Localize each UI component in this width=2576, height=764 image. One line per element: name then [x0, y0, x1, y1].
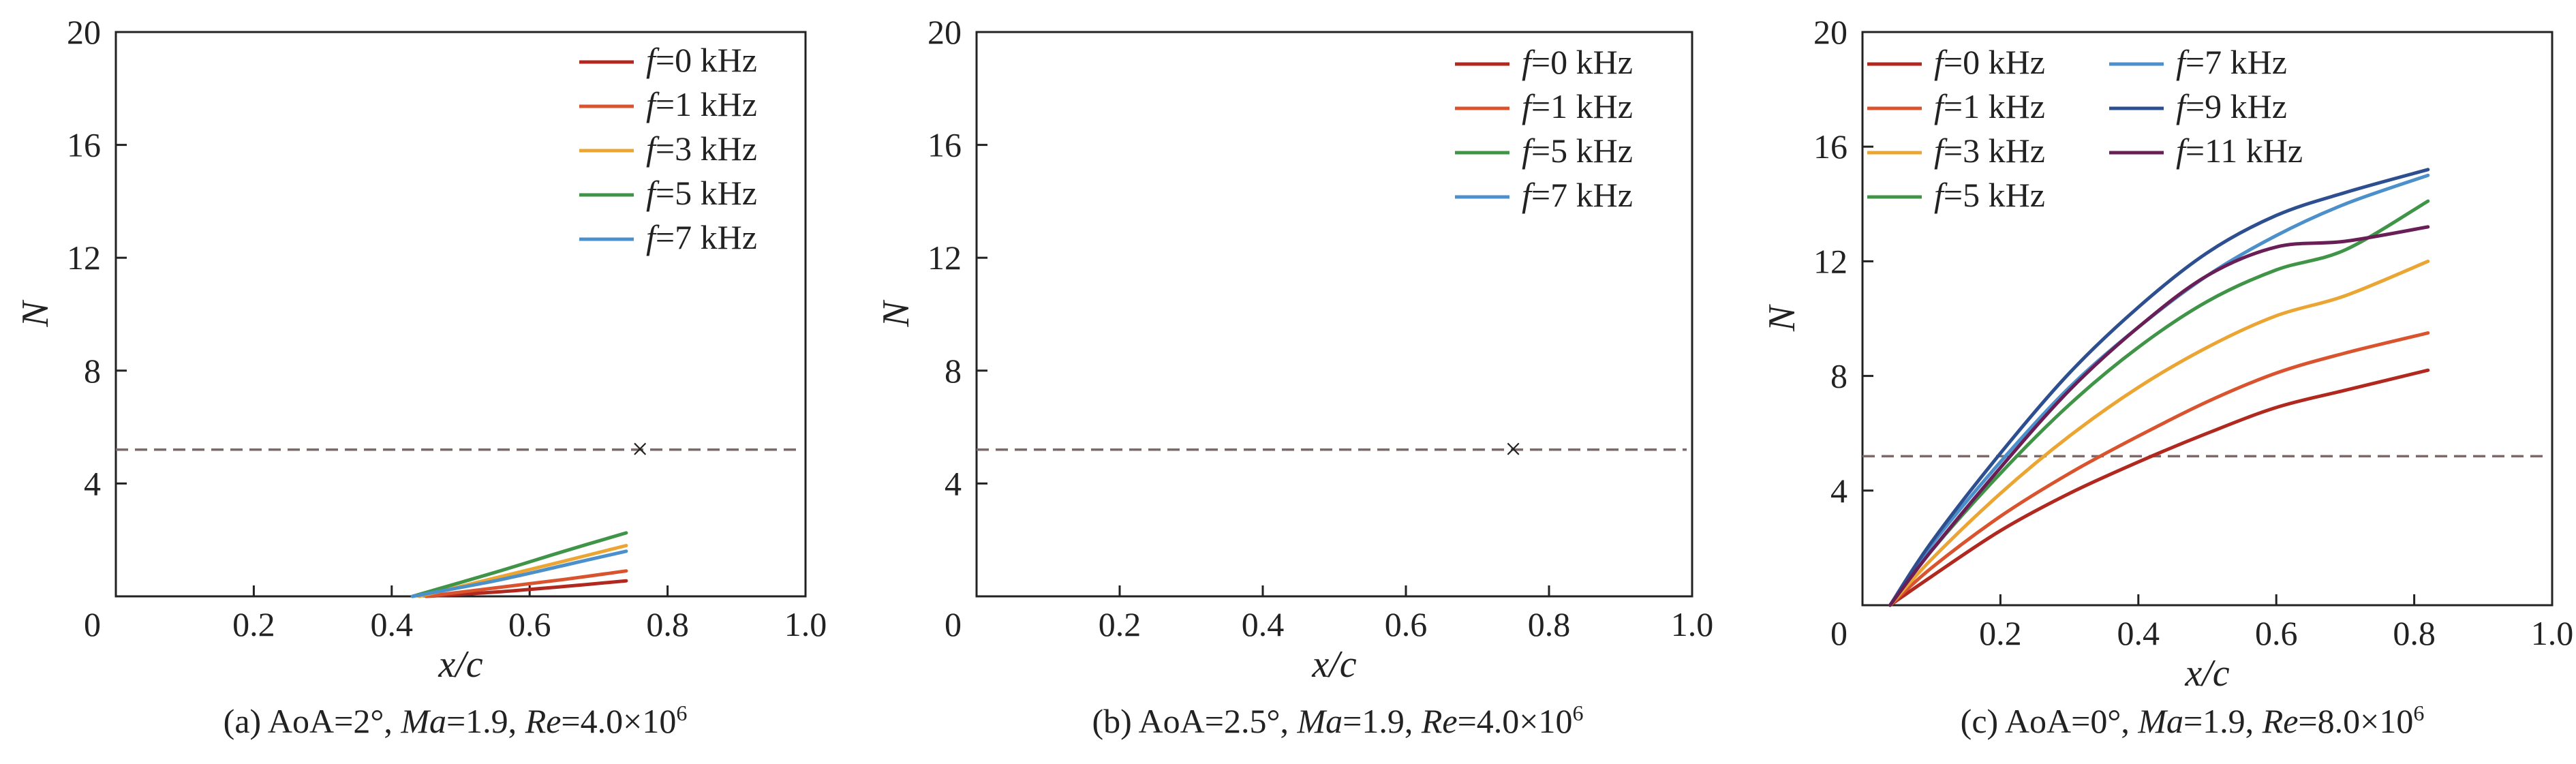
chart-panel-2: 0.2 0.4 0.6 0.8 1.0 4 8 12 16 20 0 x/c Nf=0 kHz f=1 k…	[1761, 13, 2573, 740]
x-tick-label: 0.8	[646, 605, 689, 643]
origin-label: 0	[945, 605, 962, 643]
legend-label: f=1 kHz	[1934, 87, 2045, 125]
x-tick-label: 0.4	[2117, 614, 2160, 652]
legend-label: f=1 kHz	[646, 85, 757, 123]
legend-label: f=5 kHz	[1934, 176, 2045, 214]
x-tick-label: 0.8	[1528, 605, 1571, 643]
x-tick-label: 0.2	[232, 605, 275, 643]
x-tick-label: 1.0	[1671, 605, 1714, 643]
x-tick-label: 1.0	[2531, 614, 2574, 652]
legend-label: f=0 kHz	[1934, 43, 2045, 81]
series-line-f-0-khz	[424, 579, 628, 598]
y-tick-label: 20	[927, 13, 962, 51]
y-tick-label: 8	[84, 352, 101, 390]
legend-label: f=1 kHz	[1522, 87, 1633, 125]
legend-label: f=5 kHz	[1522, 132, 1633, 170]
x-tick-label: 0.2	[1099, 605, 1141, 643]
plot-frame	[1861, 31, 2554, 607]
y-tick-label: 20	[67, 13, 101, 51]
series-line-f-9-khz	[1888, 168, 2430, 607]
x-tick-label: 0.4	[371, 605, 414, 643]
x-tick-label: 0.6	[508, 605, 551, 643]
origin-label: 0	[1830, 614, 1847, 652]
legend: f=0 kHz f=1 kHz f=3 kHz f=5 kHz f=7 kHz	[579, 41, 757, 256]
x-axis-label: x/c	[438, 643, 482, 686]
y-tick-label: 8	[945, 352, 962, 390]
legend-label: f=7 kHz	[2176, 43, 2287, 81]
y-tick-label: 4	[945, 464, 962, 502]
panel-caption: (a) AoA=2°, Ma=1.9, Re=4.0×106	[224, 701, 688, 740]
x-axis-label: x/c	[1311, 643, 1356, 686]
y-tick-label: 8	[1830, 357, 1847, 395]
plot-frame	[975, 31, 1693, 598]
chart-panel-0: 0.2 0.4 0.6 0.8 1.0 4 8 12 16 20 0 x/c N × f=0 kHz f=1 …	[14, 13, 827, 740]
x-tick-label: 0.6	[1385, 605, 1428, 643]
y-tick-label: 4	[1830, 472, 1847, 510]
legend: f=0 kHz f=1 kHz f=3 kHz f=5 kHz f=7 kHz f=9 k…	[1867, 43, 2303, 214]
series-line-f-11-khz	[1888, 225, 2430, 607]
x-tick-label: 0.2	[1979, 614, 2022, 652]
series-line-f-5-khz	[1888, 199, 2430, 607]
y-tick-label: 20	[1813, 13, 1847, 51]
series-line-f-3-khz	[1888, 259, 2430, 607]
series-line-f-1-khz	[1888, 331, 2430, 607]
x-axis-label: x/c	[2184, 652, 2229, 694]
legend-label: f=5 kHz	[646, 174, 757, 212]
transition-marker: ×	[632, 433, 649, 466]
legend-label: f=7 kHz	[1522, 176, 1633, 214]
series-line-f-5-khz	[410, 531, 628, 598]
plot-frame	[114, 31, 807, 598]
y-tick-label: 12	[1813, 242, 1847, 280]
y-tick-label: 12	[927, 239, 962, 277]
x-tick-label: 0.4	[1242, 605, 1285, 643]
y-tick-label: 16	[1813, 127, 1847, 166]
y-tick-label: 16	[927, 126, 962, 164]
y-tick-label: 16	[67, 126, 101, 164]
legend-label: f=11 kHz	[2176, 132, 2303, 170]
y-axis-label: N	[1761, 304, 1803, 332]
legend-label: f=9 kHz	[2176, 87, 2287, 125]
legend-label: f=3 kHz	[646, 129, 757, 168]
series-line-f-7-khz	[410, 549, 628, 598]
y-tick-label: 4	[84, 464, 101, 502]
panel-caption: (b) AoA=2.5°, Ma=1.9, Re=4.0×106	[1092, 701, 1584, 740]
legend: f=0 kHz f=1 kHz f=5 kHz f=7 kHz	[1455, 43, 1633, 214]
y-axis-label: N	[14, 300, 57, 328]
x-tick-label: 0.8	[2393, 614, 2436, 652]
series-line-f-1-khz	[424, 569, 628, 598]
legend-label: f=0 kHz	[646, 41, 757, 79]
panel-caption: (c) AoA=0°, Ma=1.9, Re=8.0×106	[1961, 701, 2425, 740]
origin-label: 0	[84, 605, 101, 643]
legend-label: f=7 kHz	[646, 218, 757, 256]
x-tick-label: 0.6	[2255, 614, 2298, 652]
legend-label: f=0 kHz	[1522, 43, 1633, 81]
y-tick-label: 12	[67, 239, 101, 277]
y-axis-label: N	[875, 300, 917, 328]
x-tick-label: 1.0	[784, 605, 827, 643]
series-line-f-0-khz	[1888, 368, 2430, 607]
chart-panel-1: 0.2 0.4 0.6 0.8 1.0 4 8 12 16 20 0 x/c N × f=0 kHz f=1 …	[875, 13, 1713, 740]
legend-label: f=3 kHz	[1934, 132, 2045, 170]
transition-marker: ×	[1505, 433, 1522, 466]
